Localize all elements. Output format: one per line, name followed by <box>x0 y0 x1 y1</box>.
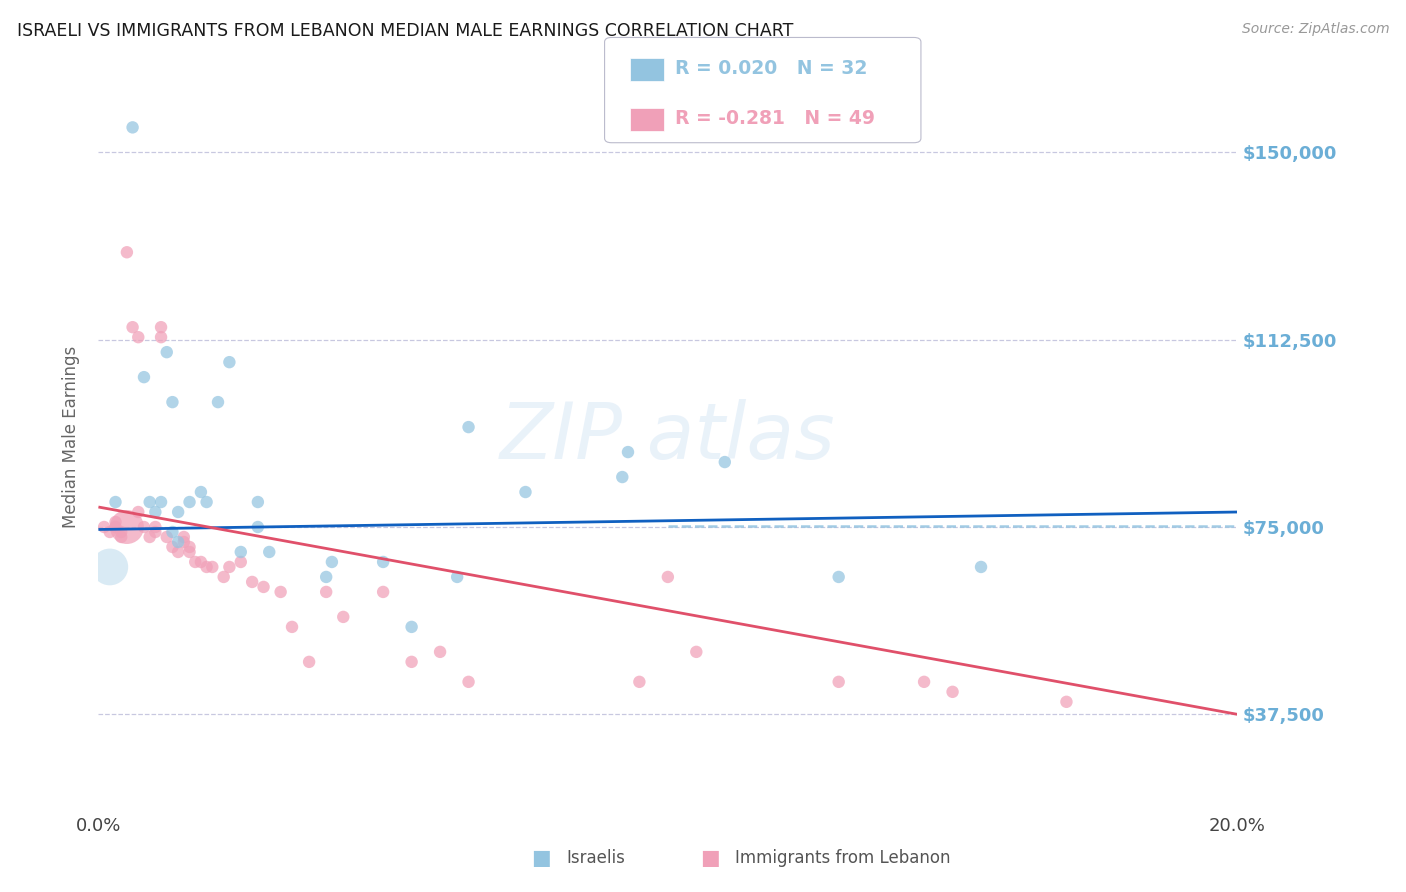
Point <box>167 505 190 519</box>
Text: R = -0.281   N = 49: R = -0.281 N = 49 <box>675 109 875 128</box>
Point <box>195 495 218 509</box>
Point <box>110 524 132 539</box>
Point <box>321 555 343 569</box>
Point <box>121 120 143 135</box>
Point <box>93 520 115 534</box>
Point <box>429 645 451 659</box>
Point <box>657 570 679 584</box>
Point <box>828 674 851 689</box>
Point <box>162 540 184 554</box>
Point <box>104 495 127 509</box>
Point <box>167 535 190 549</box>
Point <box>150 495 173 509</box>
Point <box>150 320 173 334</box>
Point <box>617 445 640 459</box>
Text: R = 0.020   N = 32: R = 0.020 N = 32 <box>675 59 868 78</box>
Point <box>98 560 121 574</box>
Point <box>104 515 127 529</box>
Point <box>401 655 423 669</box>
Text: Israelis: Israelis <box>567 849 626 867</box>
Point <box>229 555 252 569</box>
Point <box>162 395 184 409</box>
Point <box>184 555 207 569</box>
Point <box>115 245 138 260</box>
Point <box>828 570 851 584</box>
Point <box>132 370 155 384</box>
Point <box>167 545 190 559</box>
Point <box>115 520 138 534</box>
Point <box>970 560 993 574</box>
Point <box>515 485 537 500</box>
Point <box>252 580 274 594</box>
Point <box>315 570 337 584</box>
Point <box>121 320 143 334</box>
Point <box>138 530 160 544</box>
Point <box>190 555 212 569</box>
Point <box>138 495 160 509</box>
Point <box>685 645 707 659</box>
Y-axis label: Median Male Earnings: Median Male Earnings <box>62 346 80 528</box>
Point <box>401 620 423 634</box>
Text: ISRAELI VS IMMIGRANTS FROM LEBANON MEDIAN MALE EARNINGS CORRELATION CHART: ISRAELI VS IMMIGRANTS FROM LEBANON MEDIA… <box>17 22 793 40</box>
Text: ZIP atlas: ZIP atlas <box>501 399 835 475</box>
Point <box>942 685 965 699</box>
Point <box>104 520 127 534</box>
Point <box>173 530 195 544</box>
Point <box>1056 695 1078 709</box>
Point <box>229 545 252 559</box>
Text: ■: ■ <box>531 848 551 868</box>
Point <box>457 674 479 689</box>
Point <box>190 485 212 500</box>
Text: ■: ■ <box>700 848 720 868</box>
Point <box>179 495 201 509</box>
Point <box>246 495 269 509</box>
Point <box>179 540 201 554</box>
Point <box>218 355 240 369</box>
Point <box>132 520 155 534</box>
Point <box>212 570 235 584</box>
Point <box>373 555 395 569</box>
Point <box>201 560 224 574</box>
Point <box>150 330 173 344</box>
Point <box>259 545 281 559</box>
Point <box>195 560 218 574</box>
Point <box>315 585 337 599</box>
Point <box>457 420 479 434</box>
Point <box>145 520 167 534</box>
Point <box>332 610 354 624</box>
Point <box>127 330 149 344</box>
Point <box>281 620 304 634</box>
Point <box>156 530 179 544</box>
Point <box>246 520 269 534</box>
Point <box>162 524 184 539</box>
Point <box>179 545 201 559</box>
Point <box>218 560 240 574</box>
Text: Immigrants from Lebanon: Immigrants from Lebanon <box>735 849 950 867</box>
Point <box>98 524 121 539</box>
Point <box>173 535 195 549</box>
Point <box>628 674 651 689</box>
Point <box>446 570 468 584</box>
Point <box>145 524 167 539</box>
Point <box>240 574 263 589</box>
Point <box>298 655 321 669</box>
Point <box>127 505 149 519</box>
Point <box>110 530 132 544</box>
Point <box>912 674 935 689</box>
Point <box>270 585 292 599</box>
Text: Source: ZipAtlas.com: Source: ZipAtlas.com <box>1241 22 1389 37</box>
Point <box>714 455 737 469</box>
Point <box>156 345 179 359</box>
Point <box>145 505 167 519</box>
Point <box>207 395 229 409</box>
Point <box>373 585 395 599</box>
Point <box>612 470 634 484</box>
